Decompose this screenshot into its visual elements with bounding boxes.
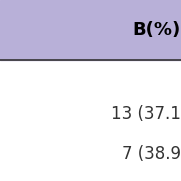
Text: 7 (38.9: 7 (38.9 — [122, 145, 181, 163]
Text: 13 (37.1: 13 (37.1 — [111, 105, 181, 123]
Text: B(%): B(%) — [133, 21, 181, 39]
Bar — [0, 0, 181, 60]
